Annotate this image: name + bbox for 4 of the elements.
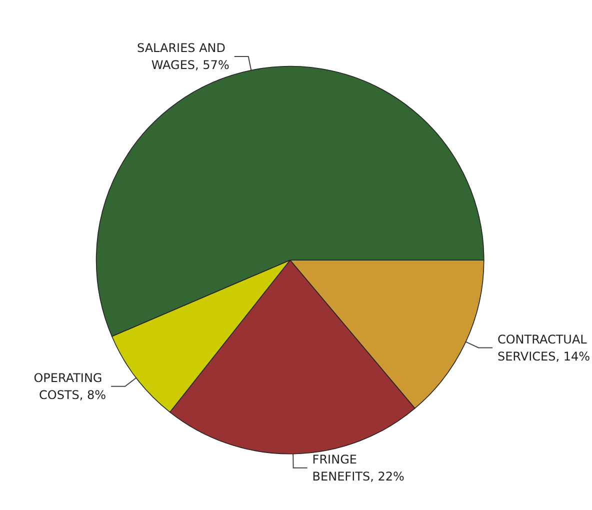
slice-label: CONTRACTUAL SERVICES, 14% — [497, 332, 591, 364]
slice-label: SALARIES AND WAGES, 57% — [136, 41, 230, 72]
slice-label: OPERATING COSTS, 8% — [34, 370, 106, 402]
slice-label: FRINGE BENEFITS, 22% — [312, 452, 404, 484]
